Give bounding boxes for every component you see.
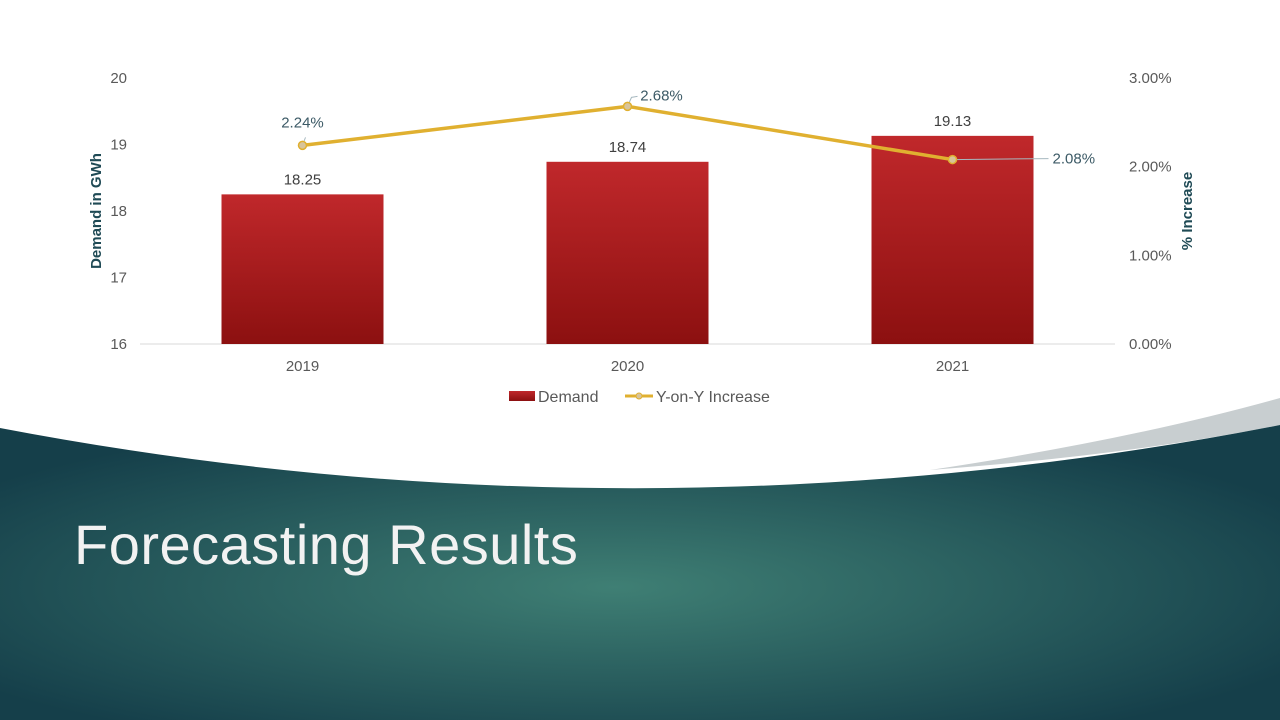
- y2-tick-label: 1.00%: [1129, 247, 1172, 264]
- y-tick-label: 17: [110, 270, 127, 287]
- y-tick-label: 18: [110, 203, 127, 220]
- slide-title: Forecasting Results: [74, 513, 579, 576]
- bar-data-label: 19.13: [934, 113, 972, 130]
- bar-data-label: 18.25: [284, 171, 322, 188]
- bar-demand-2020: [546, 161, 709, 344]
- x-axis: 2019 2020 2021: [286, 358, 969, 375]
- line-data-label: 2.24%: [281, 114, 324, 131]
- y2-tick-label: 3.00%: [1129, 70, 1172, 87]
- y-tick-label: 20: [110, 70, 127, 87]
- accent-swoosh: [930, 398, 1280, 470]
- y2-axis-title: % Increase: [1179, 172, 1196, 250]
- legend-label-yoy: Y-on-Y Increase: [656, 389, 770, 406]
- line-data-label: 2.08%: [1053, 151, 1096, 168]
- y2-tick-label: 0.00%: [1129, 336, 1172, 353]
- legend: Demand Y-on-Y Increase: [509, 389, 770, 406]
- line-data-label: 2.68%: [640, 87, 683, 104]
- title-band: [0, 425, 1280, 720]
- x-tick-label: 2019: [286, 358, 319, 375]
- line-series: 2.24% 2.68% 2.08%: [281, 87, 1095, 167]
- line-point-2019: [297, 140, 308, 151]
- legend-swatch-demand: [509, 391, 535, 401]
- y-tick-label: 19: [110, 137, 127, 154]
- legend-swatch-yoy-marker: [635, 392, 643, 400]
- bar-demand-2021: [871, 135, 1034, 344]
- line-point-2020: [622, 101, 633, 112]
- y-axis-title: Demand in GWh: [88, 153, 105, 269]
- bar-series: 18.25 18.74 19.13: [221, 113, 1034, 344]
- line-point-2021: [947, 154, 958, 165]
- x-tick-label: 2021: [936, 358, 969, 375]
- x-tick-label: 2020: [611, 358, 644, 375]
- y-axis-right: 0.00% 1.00% 2.00% 3.00%: [1129, 70, 1172, 353]
- y2-tick-label: 2.00%: [1129, 159, 1172, 176]
- bar-demand-2019: [221, 194, 384, 344]
- leader-line: [952, 158, 1049, 161]
- bar-data-label: 18.74: [609, 139, 647, 156]
- legend-label-demand: Demand: [538, 389, 598, 406]
- y-tick-label: 16: [110, 336, 127, 353]
- y-axis-left: 16 17 18 19 20: [110, 70, 127, 353]
